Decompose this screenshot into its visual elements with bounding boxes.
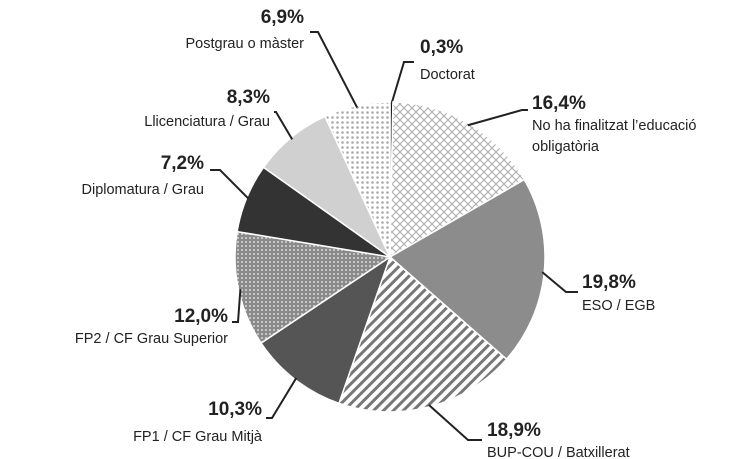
leader-line: [232, 289, 242, 323]
pie-slice: [388, 178, 546, 361]
leader-line: [428, 404, 482, 441]
pie-slice: [389, 101, 526, 259]
category-label: BUP-COU / Batxillerat: [487, 445, 630, 459]
category-label: Doctorat: [420, 67, 475, 83]
category-label: FP2 / CF Grau Superior: [75, 331, 228, 347]
leader-line: [310, 31, 359, 109]
category-label: Postgrau o màster: [186, 36, 305, 52]
category-label: Llicenciatura / Grau: [144, 114, 270, 130]
leader-line: [210, 169, 250, 200]
category-label: FP1 / CF Grau Mitjà: [133, 429, 263, 445]
value-label: 7,2%: [161, 153, 204, 174]
leader-line: [541, 271, 578, 293]
value-label: 8,3%: [227, 87, 270, 108]
value-label: 0,3%: [420, 37, 463, 58]
category-label: Diplomatura / Grau: [82, 182, 205, 198]
value-label: 18,9%: [487, 420, 541, 441]
category-label: No ha finalitzat l’educació obligatòria: [532, 118, 697, 155]
value-label: 16,4%: [532, 93, 586, 114]
leader-line: [274, 111, 294, 140]
category-label: ESO / EGB: [582, 298, 655, 314]
leader-line: [390, 61, 414, 105]
pie-slice: [234, 230, 392, 345]
leader-line: [266, 377, 298, 419]
value-label: 10,3%: [208, 399, 262, 420]
pie-slice: [337, 255, 508, 413]
value-label: 6,9%: [261, 7, 304, 28]
value-label: 12,0%: [174, 306, 228, 327]
value-label: 19,8%: [582, 272, 636, 293]
leader-line: [467, 109, 528, 127]
